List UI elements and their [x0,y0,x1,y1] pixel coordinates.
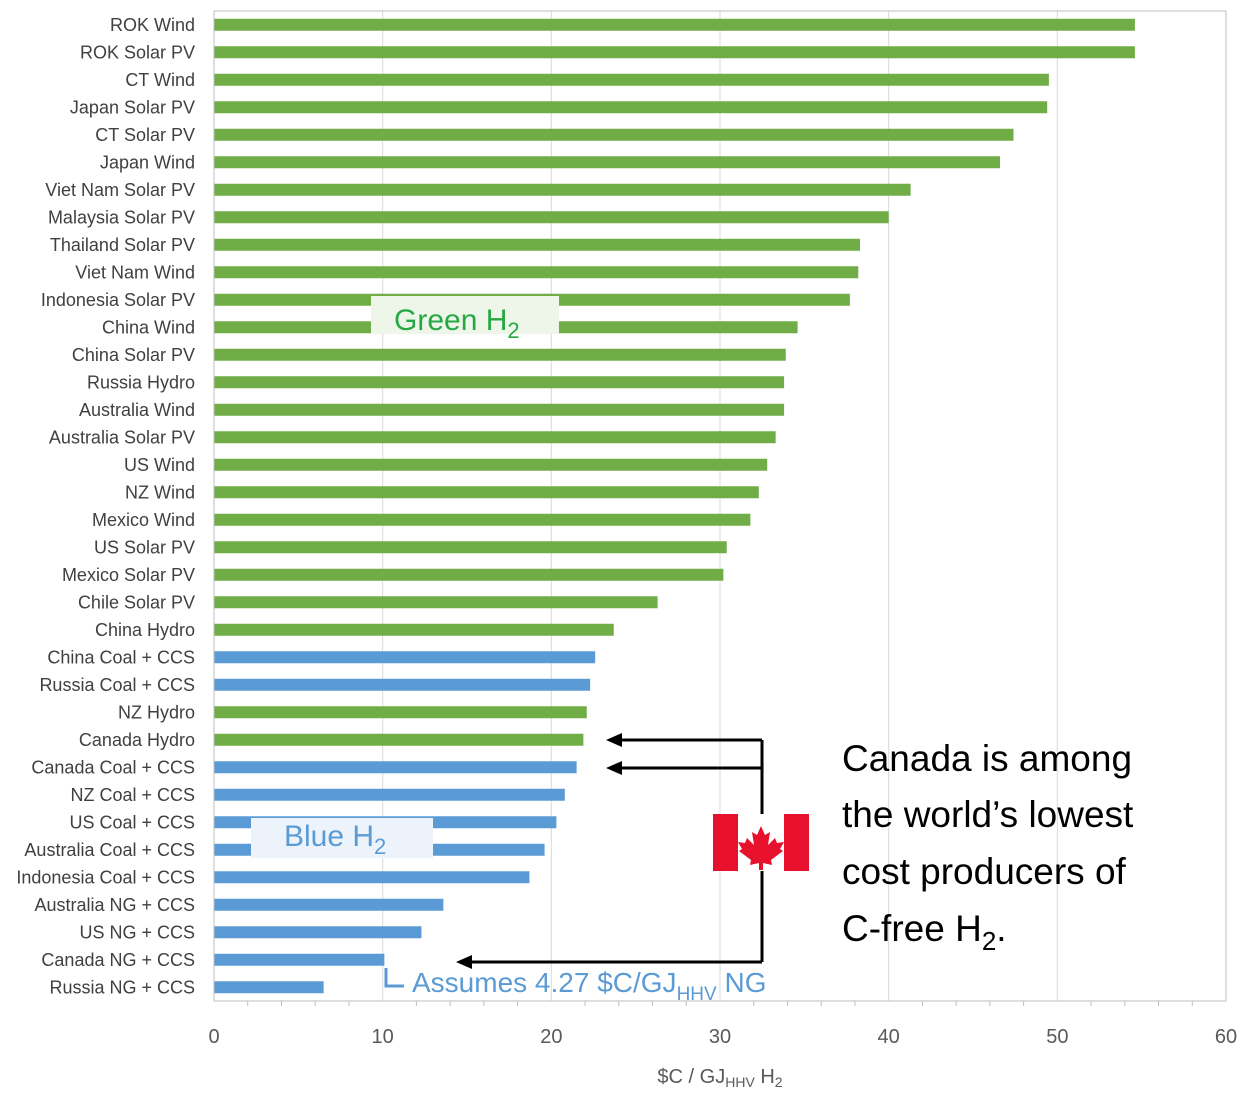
category-label-viet-nam-solar-pv: Viet Nam Solar PV [45,180,195,200]
bar-russia-ng-ccs [214,981,324,994]
category-label-chile-solar-pv: Chile Solar PV [78,592,195,612]
canada-note-line-1: Canada is among [842,738,1132,779]
arrow-head-canada-ng-icon [456,955,472,969]
bar-australia-solar-pv [214,431,776,444]
category-label-thailand-solar-pv: Thailand Solar PV [50,235,195,255]
bar-china-coal-ccs [214,651,596,664]
bar-australia-wind [214,403,785,416]
category-label-ct-wind: CT Wind [125,70,195,90]
category-label-ct-solar-pv: CT Solar PV [95,125,195,145]
bar-rok-wind [214,18,1135,31]
category-label-russia-ng-ccs: Russia NG + CCS [49,977,195,997]
ng-note-hook-icon [384,968,404,988]
category-label-china-hydro: China Hydro [95,620,195,640]
x-tick-label-20: 20 [540,1026,562,1048]
category-label-china-solar-pv: China Solar PV [72,345,195,365]
axes [213,10,1227,1006]
x-tick-label-30: 30 [709,1026,731,1048]
x-tick-label-40: 40 [878,1026,900,1048]
bar-canada-coal-ccs [214,761,577,774]
category-label-us-coal-ccs: US Coal + CCS [69,812,195,832]
bar-russia-hydro [214,376,785,389]
category-label-australia-wind: Australia Wind [79,400,195,420]
category-label-rok-wind: ROK Wind [110,15,195,35]
bar-us-wind [214,458,768,471]
category-label-indonesia-coal-ccs: Indonesia Coal + CCS [16,867,195,887]
bar-indonesia-coal-ccs [214,871,530,884]
category-label-japan-solar-pv: Japan Solar PV [70,97,195,117]
category-label-australia-ng-ccs: Australia NG + CCS [34,895,195,915]
bar-china-solar-pv [214,348,786,361]
bar-canada-hydro [214,733,584,746]
category-label-canada-coal-ccs: Canada Coal + CCS [31,757,195,777]
bar-canada-ng-ccs [214,953,385,966]
x-axis-title: $C / GJHHV H2 [657,1066,782,1090]
bar-mexico-solar-pv [214,568,724,581]
bar-mexico-wind [214,513,751,526]
x-tick-label-10: 10 [372,1026,394,1048]
category-label-nz-hydro: NZ Hydro [118,702,195,722]
category-label-us-wind: US Wind [124,455,195,475]
bar-thailand-solar-pv [214,238,860,251]
category-label-mexico-wind: Mexico Wind [92,510,195,530]
category-label-mexico-solar-pv: Mexico Solar PV [62,565,195,585]
bar-nz-wind [214,486,759,499]
green-label-background [371,296,559,334]
category-label-malaysia-solar-pv: Malaysia Solar PV [48,207,195,227]
plot-frame [213,10,1227,1002]
bar-chile-solar-pv [214,596,658,609]
green-h2-label: Green H2 [394,304,520,343]
category-label-russia-coal-ccs: Russia Coal + CCS [39,675,195,695]
bar-rok-solar-pv [214,46,1135,59]
x-tick-label-50: 50 [1046,1026,1068,1048]
category-label-canada-ng-ccs: Canada NG + CCS [41,950,195,970]
canada-flag-icon [713,814,809,871]
x-tick-labels: 0 10 20 30 40 50 60 [208,1026,1237,1048]
arrow-head-canada-hydro-icon [606,733,622,747]
canada-note-line-3: cost producers of [842,851,1127,892]
category-label-china-wind: China Wind [102,317,195,337]
bar-nz-hydro [214,706,587,719]
canada-note-line-2: the world’s lowest [842,794,1134,835]
category-label-us-ng-ccs: US NG + CCS [79,922,195,942]
bar-australia-ng-ccs [214,898,444,911]
bar-ct-solar-pv [214,128,1014,141]
category-label-viet-nam-wind: Viet Nam Wind [75,262,195,282]
x-tick-label-60: 60 [1215,1026,1237,1048]
bar-viet-nam-wind [214,266,859,279]
arrow-head-canada-coal-icon [606,761,622,775]
bar-japan-solar-pv [214,101,1048,114]
bar-ct-wind [214,73,1049,86]
category-label-us-solar-pv: US Solar PV [94,537,195,557]
category-label-rok-solar-pv: ROK Solar PV [80,42,195,62]
bar-russia-coal-ccs [214,678,591,691]
category-label-australia-coal-ccs: Australia Coal + CCS [24,840,195,860]
bar-china-hydro [214,623,614,636]
category-label-nz-coal-ccs: NZ Coal + CCS [70,785,195,805]
ng-assumption-note: Assumes 4.27 $C/GJHHV NG [412,967,766,1005]
bar-viet-nam-solar-pv [214,183,911,196]
bar-nz-coal-ccs [214,788,565,801]
canada-note-line-4: C-free H2. [842,908,1007,956]
bar-us-ng-ccs [214,926,422,939]
bar-malaysia-solar-pv [214,211,889,224]
canada-note: Canada is among the world’s lowest cost … [842,738,1134,956]
category-labels: ROK Wind ROK Solar PV CT Wind Japan Solar P… [16,15,195,998]
category-label-indonesia-solar-pv: Indonesia Solar PV [41,290,195,310]
blue-label-background [251,818,433,858]
blue-h2-label: Blue H2 [284,820,386,859]
bar-us-solar-pv [214,541,727,554]
category-label-russia-hydro: Russia Hydro [87,372,195,392]
bar-japan-wind [214,156,1000,169]
category-label-china-coal-ccs: China Coal + CCS [47,647,195,667]
category-label-canada-hydro: Canada Hydro [79,730,195,750]
arrow-heads [456,733,622,969]
x-tick-label-0: 0 [208,1026,219,1048]
category-label-nz-wind: NZ Wind [125,482,195,502]
category-label-australia-solar-pv: Australia Solar PV [49,427,195,447]
category-label-japan-wind: Japan Wind [100,152,195,172]
